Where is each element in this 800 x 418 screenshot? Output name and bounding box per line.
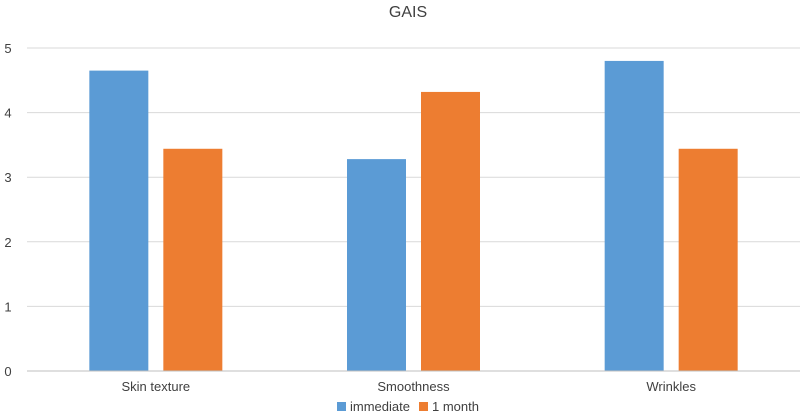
x-category-label: Smoothness — [377, 379, 450, 394]
legend: immediate 1 month — [337, 399, 479, 414]
bar-1-month — [421, 91, 480, 371]
x-category-label: Wrinkles — [646, 379, 696, 394]
bars — [89, 60, 738, 372]
y-tick-label: 2 — [4, 235, 11, 250]
x-axis-categories: Skin texture Smoothness Wrinkles — [122, 379, 697, 394]
bar-immediate — [347, 159, 406, 371]
y-tick-label: 3 — [4, 170, 11, 185]
legend-swatch — [419, 402, 428, 411]
bar-immediate — [604, 60, 664, 372]
x-category-label: Skin texture — [122, 379, 191, 394]
chart-title: GAIS — [389, 4, 427, 21]
y-tick-label: 4 — [4, 106, 11, 121]
bar-1-month — [163, 148, 223, 371]
legend-label: 1 month — [432, 399, 479, 414]
legend-swatch — [337, 402, 346, 411]
legend-label: immediate — [350, 399, 410, 414]
y-tick-label: 0 — [4, 364, 11, 379]
bar-immediate — [89, 70, 149, 372]
gridlines — [27, 47, 800, 307]
y-tick-label: 5 — [4, 41, 11, 56]
bar-1-month — [678, 148, 738, 371]
y-axis-ticks: 0 1 2 3 4 5 — [4, 41, 11, 379]
y-tick-label: 1 — [4, 299, 11, 314]
